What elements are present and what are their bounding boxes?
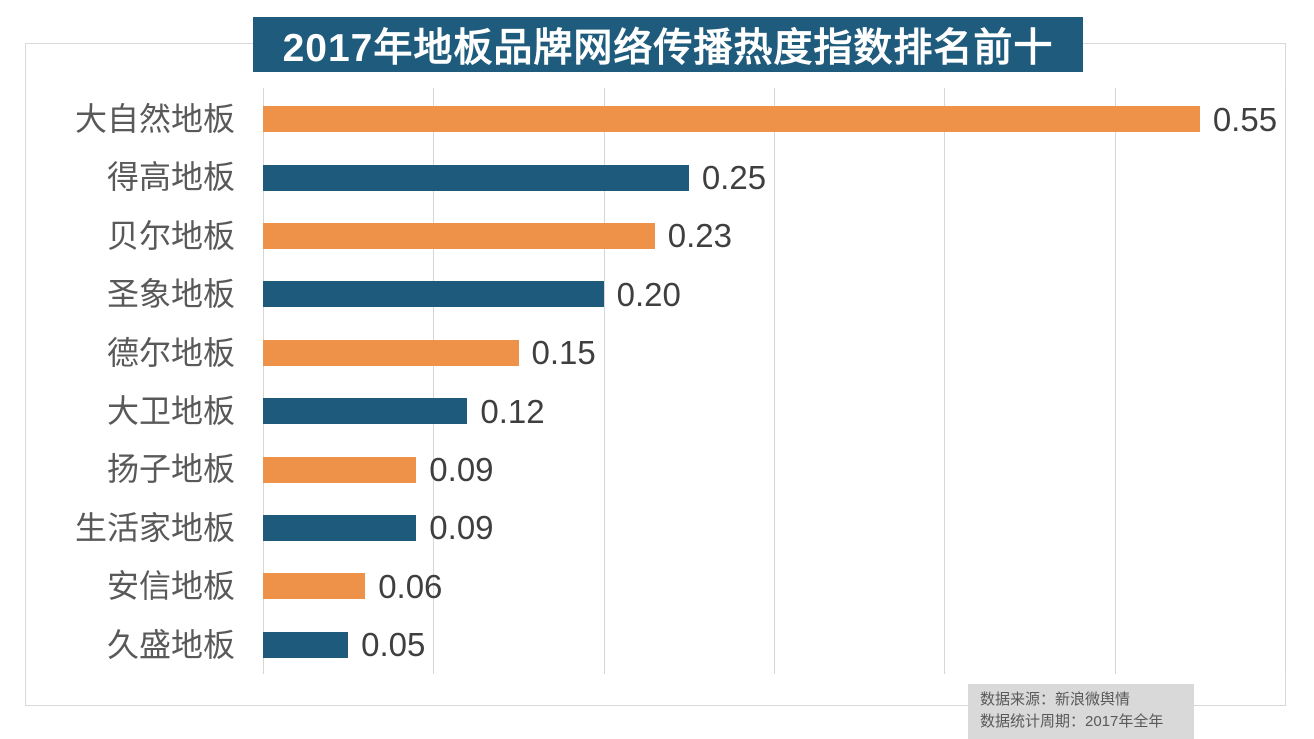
data-period-line: 数据统计周期：2017年全年 [980,713,1164,730]
bar-row: 0.55 [263,90,1285,148]
value-label: 0.55 [1212,100,1278,138]
bar-row: 0.25 [263,148,1285,206]
gridline [603,88,605,674]
category-label: 德尔地板 [106,334,235,371]
category-label: 圣象地板 [106,276,235,313]
chart-frame-border [25,43,1286,706]
bar [263,573,366,600]
category-axis: 大自然地板得高地板贝尔地板圣象地板德尔地板大卫地板扬子地板生活家地板安信地板久盛… [0,90,249,674]
category-label: 大卫地板 [106,392,235,429]
data-source-note: 数据来源：新浪微舆情 数据统计周期：2017年全年 [968,684,1194,739]
value-label: 0.15 [531,334,596,372]
gridline [1285,88,1286,674]
bar [263,339,519,366]
category-label: 生活家地板 [74,509,235,546]
category-label: 贝尔地板 [106,217,235,254]
gridline [1114,88,1116,674]
bar-row: 0.15 [263,324,1285,382]
bar [263,281,604,308]
gridline [944,88,946,674]
bars-container: 0.55 0.25 0.23 0.20 0.15 0.12 0.09 0.09 0.06 0.05 [263,90,1285,674]
value-label: 0.25 [701,159,767,197]
bar-row: 0.12 [263,382,1285,440]
gridline [774,88,775,674]
value-label: 0.09 [429,451,494,489]
plot-area [263,88,1286,674]
value-label: 0.09 [429,509,494,547]
bar [263,398,468,425]
bar [263,222,655,249]
gridline [263,88,264,674]
bar [263,456,417,483]
value-label: 0.12 [480,392,545,430]
category-label: 得高地板 [106,159,235,196]
bar-row: 0.05 [263,616,1285,674]
value-label: 0.06 [378,567,443,605]
chart-title: 2017年地板品牌网络传播热度指数排名前十 [282,26,1054,70]
data-source-line: 数据来源：新浪微舆情 [980,691,1131,708]
bar [263,631,349,658]
bar-row: 0.09 [263,499,1285,557]
bar-row: 0.06 [263,557,1285,615]
value-label: 0.05 [361,626,426,664]
bar [263,106,1200,133]
gridline [433,88,435,674]
bar-row: 0.20 [263,265,1285,323]
bar [263,514,417,541]
category-label: 久盛地板 [106,626,235,663]
value-label: 0.20 [616,275,681,313]
bar-row: 0.09 [263,440,1285,498]
value-label: 0.23 [667,217,732,255]
bar [263,164,689,191]
category-label: 扬子地板 [106,451,235,488]
chart-title-banner: 2017年地板品牌网络传播热度指数排名前十 [253,17,1083,72]
category-label: 大自然地板 [74,101,235,137]
category-label: 安信地板 [106,568,235,605]
bar-row: 0.23 [263,207,1285,265]
